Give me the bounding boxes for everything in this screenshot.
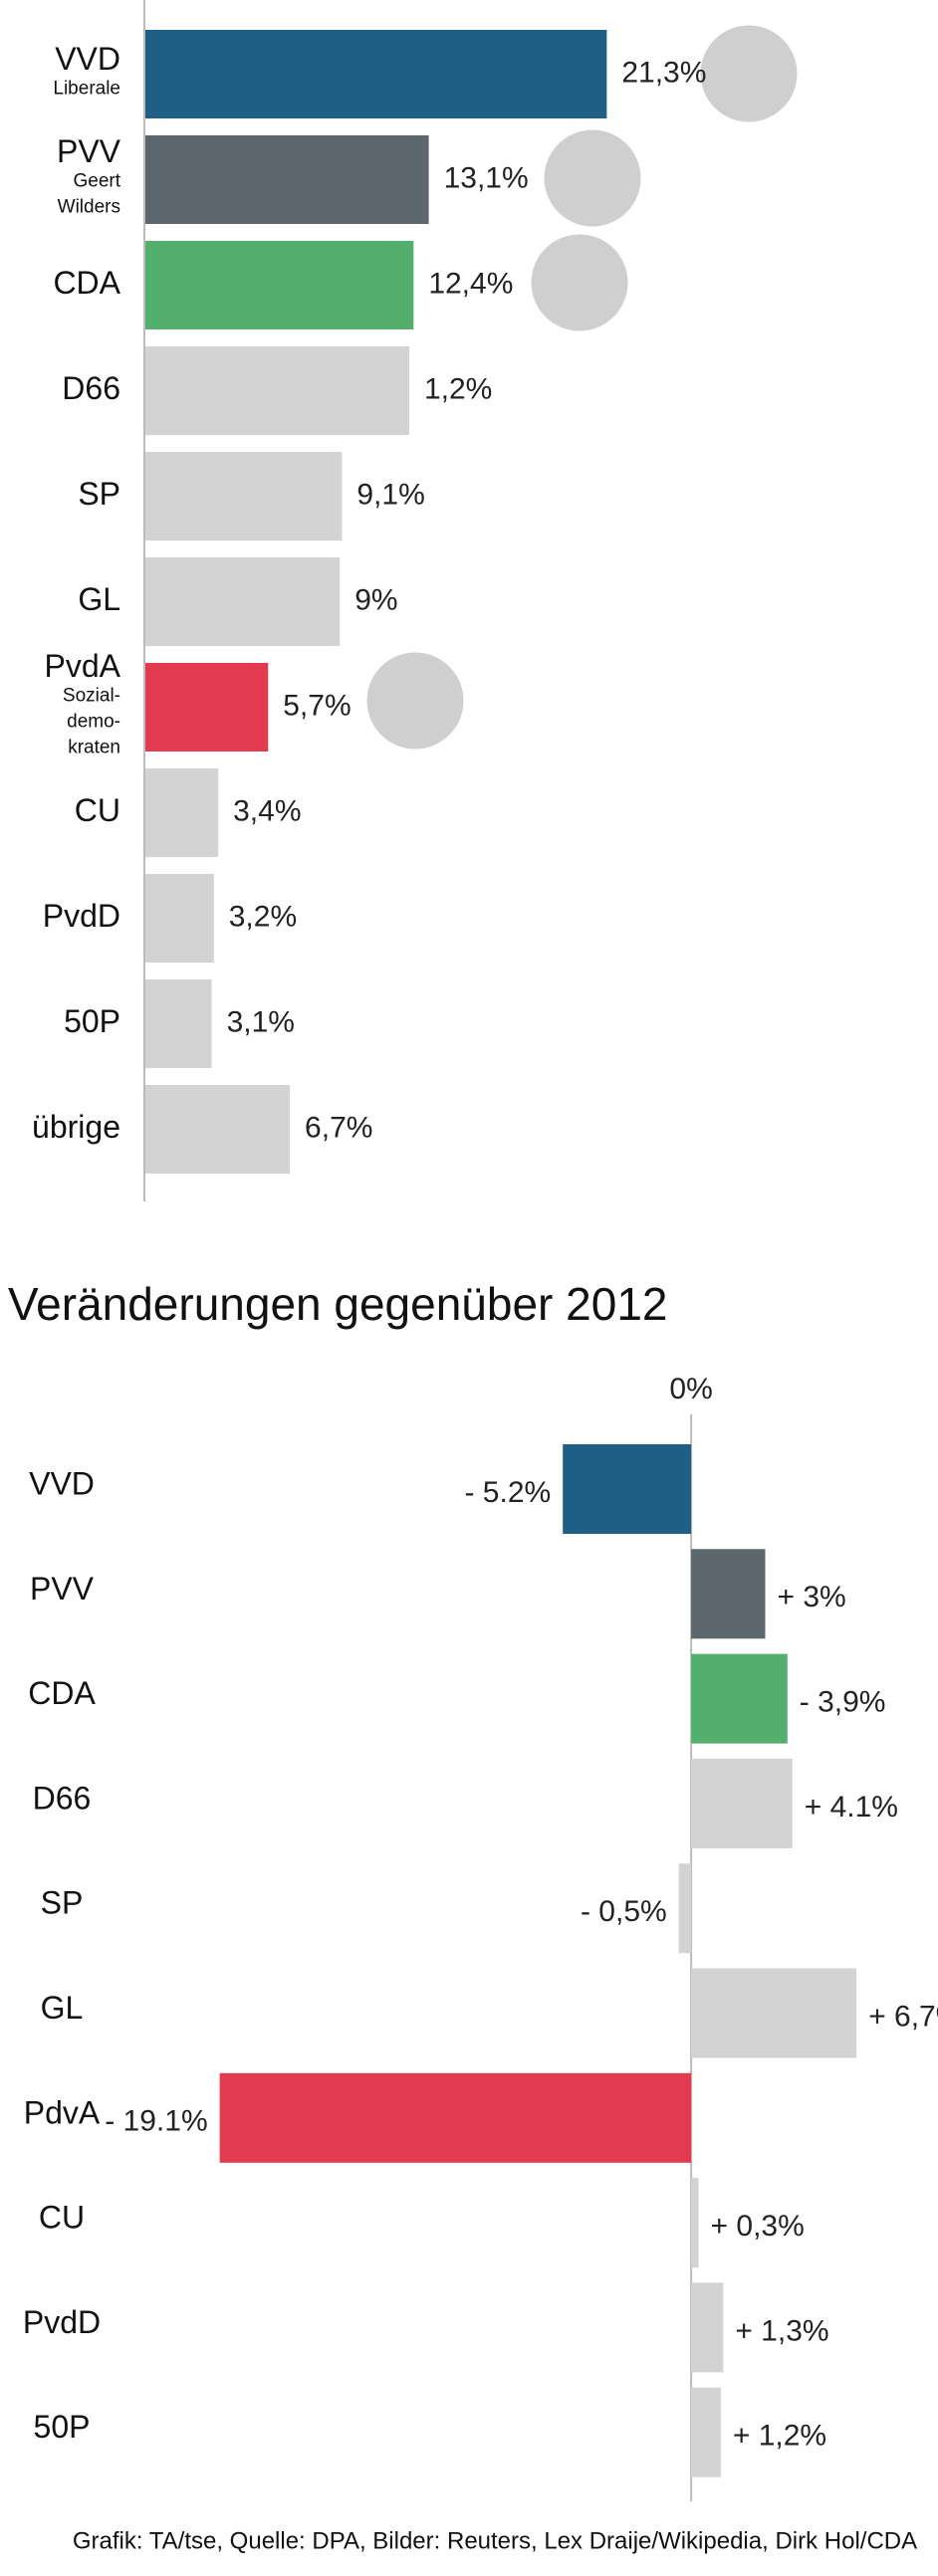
photo [363,649,467,752]
photos [363,22,801,752]
category-label: CDA [28,1675,96,1711]
bar [144,30,607,118]
bar [144,241,414,329]
value-label: - 3,9% [800,1686,886,1719]
bar [691,2282,724,2373]
photo [528,231,631,334]
bar [144,874,214,963]
bar [691,2387,721,2477]
category-subtitle: Geert [73,171,120,192]
bar [563,1444,692,1534]
bar [144,452,343,540]
category-label: D66 [33,1780,92,1816]
category-label: CDA [53,265,120,301]
value-label: + 3% [777,1581,845,1613]
value-label: + 4.1% [805,1791,898,1824]
bar [144,663,269,751]
category-label: 50P [64,1003,120,1039]
bar [691,1968,857,2058]
category-label: PvdD [43,898,120,934]
category-label: VVD [29,1465,95,1501]
category-label: VVD [55,41,120,77]
value-label: 13,1% [444,161,529,194]
category-label: CU [39,2200,85,2236]
value-label: 21,3% [621,56,706,89]
category-label: übrige [32,1109,120,1145]
value-label: - 0,5% [581,1895,667,1928]
chart-title: Veränderungen gegenüber 2012 [8,1278,668,1330]
value-label: 9,1% [356,478,424,511]
category-label: CU [75,792,120,828]
value-label: 3,4% [233,794,301,827]
value-label: - 5.2% [464,1476,551,1509]
bar [691,1549,766,1639]
value-label: 3,1% [227,1005,295,1038]
category-label: PdvA [24,2094,101,2130]
category-label: PvdD [23,2304,101,2340]
category-subtitle: demo- [67,712,120,733]
value-label: + 1,3% [735,2314,828,2347]
bar [691,1653,788,1744]
bar [678,1863,692,1954]
bar [144,557,341,646]
category-subtitle: Liberale [53,79,120,100]
value-label: 5,7% [283,689,351,722]
value-label: 9% [354,583,397,616]
category-label: D66 [62,370,120,406]
bar [144,979,212,1068]
value-label: 6,7% [305,1111,372,1144]
category-label: GL [78,581,120,617]
category-subtitle: kraten [68,738,120,758]
value-label: 1,2% [424,372,492,405]
value-label: + 0,3% [711,2210,805,2243]
value-label: + 6,7% [868,2000,938,2033]
category-label: SP [41,1885,84,1921]
category-subtitle: Wilders [58,197,120,218]
bar [691,2178,699,2268]
bar [144,135,429,224]
bar [691,1758,793,1848]
category-label: PvdA [45,648,121,684]
bar [144,1085,291,1174]
value-label: 3,2% [229,900,297,933]
category-label: PVV [57,133,121,169]
x-tick-label: 0% [669,1373,712,1405]
value-label: + 1,2% [733,2420,826,2453]
value-label: - 19.1% [105,2105,207,2138]
bar [219,2072,692,2163]
category-subtitle: Sozial- [63,686,120,707]
bar [144,768,219,857]
photo [541,126,644,230]
category-label: SP [78,476,120,512]
value-label: 12,4% [428,267,513,300]
category-label: PVV [30,1571,95,1607]
photo [697,22,801,125]
footer: Grafik: TA/tse, Quelle: DPA, Bilder: Reu… [73,2527,917,2554]
category-label: 50P [34,2409,91,2445]
category-label: GL [41,1990,84,2026]
bar [144,346,409,435]
